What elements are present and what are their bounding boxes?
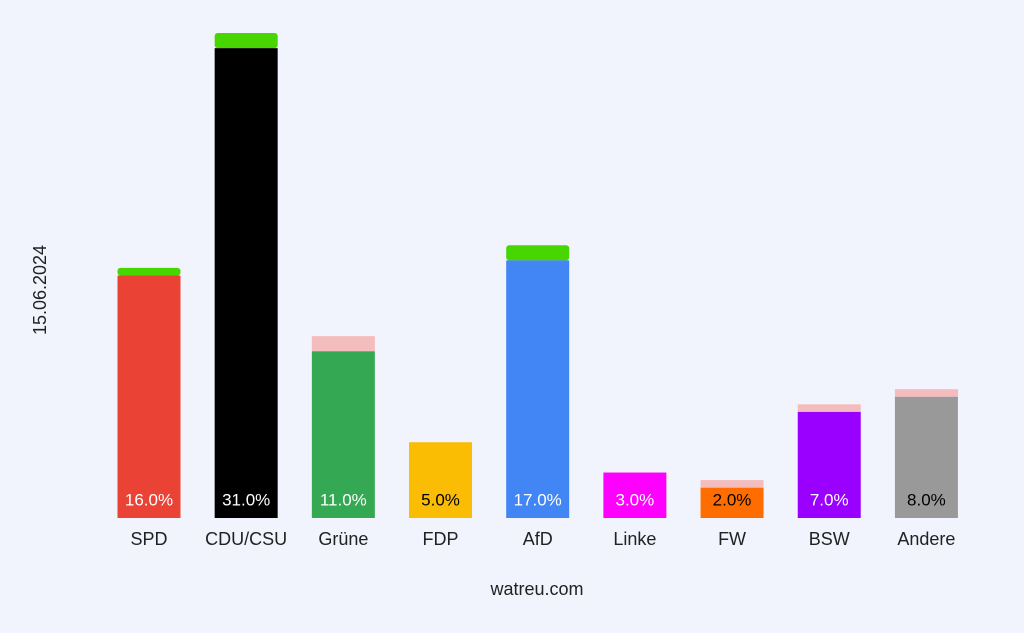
bar [117, 275, 181, 518]
change-segment [700, 480, 764, 488]
y-axis-label: 15.06.2024 [30, 245, 50, 335]
value-label: 8.0% [907, 490, 946, 509]
bar [603, 472, 667, 518]
value-label: 11.0% [320, 490, 367, 509]
bar [214, 48, 278, 518]
x-tick-label: Grüne [318, 529, 368, 549]
value-label: 5.0% [421, 490, 460, 509]
change-segment [311, 336, 375, 352]
bar [797, 411, 861, 518]
value-label: 31.0% [222, 490, 270, 509]
bar [506, 260, 570, 518]
bar [311, 351, 375, 518]
change-segment [894, 389, 958, 397]
x-tick-label: CDU/CSU [205, 529, 287, 549]
x-tick-label: FDP [423, 529, 459, 549]
bar [894, 396, 958, 518]
value-label: 16.0% [125, 490, 173, 509]
change-segment [117, 267, 181, 276]
bar [409, 442, 473, 518]
value-label: 3.0% [616, 490, 655, 509]
change-segment [214, 33, 278, 49]
x-tick-label: AfD [523, 529, 553, 549]
bar [700, 487, 764, 518]
change-segment [797, 404, 861, 412]
value-label: 7.0% [810, 490, 849, 509]
x-tick-label: Linke [613, 529, 656, 549]
x-axis-label: watreu.com [489, 579, 583, 599]
value-label: 17.0% [514, 490, 562, 509]
value-label: 2.0% [713, 490, 752, 509]
x-tick-label: Andere [897, 529, 955, 549]
x-tick-label: BSW [809, 529, 850, 549]
x-tick-label: SPD [130, 529, 167, 549]
x-tick-label: FW [718, 529, 746, 549]
change-segment [506, 245, 570, 261]
